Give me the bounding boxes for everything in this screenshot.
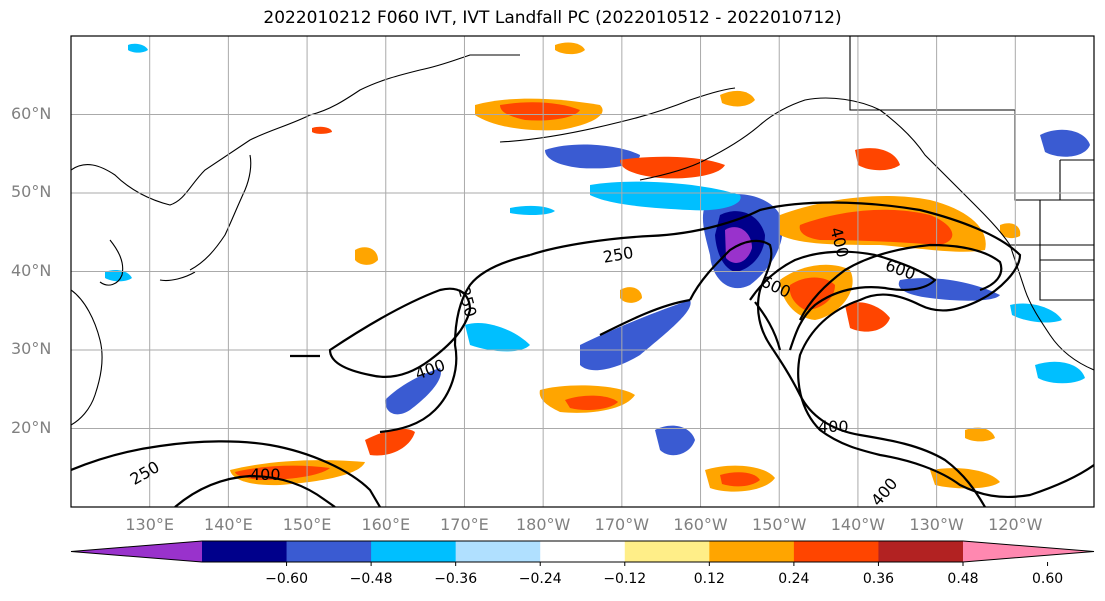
colorbar-swatch	[371, 541, 457, 562]
positive-pc-region	[500, 102, 580, 121]
positive-pc-region	[555, 42, 585, 55]
ivt-contour-250	[379, 253, 531, 434]
colorbar-swatch	[455, 541, 541, 562]
negative-pc-region	[545, 144, 640, 169]
ivt-contour-400	[174, 474, 336, 507]
ivt-contour-250	[71, 440, 381, 507]
ivt-contour-250	[529, 201, 1094, 499]
colorbar	[70, 540, 1095, 566]
negative-pc-region	[128, 43, 148, 53]
korea-coastline	[99, 239, 124, 286]
positive-pc-region	[855, 148, 900, 171]
negative-pc-region	[898, 278, 1000, 301]
negative-pc-region	[1035, 361, 1085, 384]
positive-pc-region	[720, 90, 755, 107]
positive-pc-region	[845, 302, 890, 332]
negative-pc-region	[385, 368, 441, 415]
longitude-label: 120°W	[988, 515, 1043, 534]
latitude-label: 20°N	[11, 417, 52, 437]
positive-pc-region	[720, 472, 760, 487]
aleutian-islands	[499, 87, 736, 143]
negative-pc-region	[1040, 129, 1090, 157]
contour-labels: 250 250 250 400 400 400 400 400 600 600	[127, 225, 918, 507]
negative-pc-region	[590, 181, 741, 211]
ivt-contour-400	[328, 287, 472, 378]
longitude-label: 180°W	[515, 515, 571, 534]
colorbar-tick-label: 0.48	[947, 571, 979, 587]
colorbar-extend-max	[963, 541, 1094, 562]
negative-pc-region	[465, 322, 530, 352]
contour-label: 400	[818, 417, 849, 436]
positive-pc-region	[799, 209, 953, 245]
longitude-label: 150°W	[752, 515, 807, 534]
positive-pc-region	[365, 428, 415, 456]
negative-pc-region	[510, 205, 555, 216]
colorbar-tick-label: 0.12	[693, 571, 725, 587]
contour-label: 400	[250, 465, 281, 484]
colorbar-tick-label: −0.60	[265, 571, 308, 587]
ivt-contour-600	[749, 250, 937, 351]
ivt-contour-400	[689, 239, 986, 507]
map-panel: 250 250 250 400 400 400 400 400 600 600	[71, 36, 1094, 507]
longitude-label: 170°E	[440, 515, 489, 534]
latitude-label: 50°N	[11, 182, 52, 201]
ivt-contour-400	[599, 298, 691, 336]
map-title: 2022010212 F060 IVT, IVT Landfall PC (20…	[263, 8, 842, 28]
negative-pc-region	[105, 270, 132, 282]
colorbar-outline	[70, 540, 1095, 563]
gridlines	[71, 36, 1094, 507]
longitude-label: 130°E	[125, 515, 175, 534]
longitude-label: 140°W	[830, 515, 886, 534]
positive-pc-region	[355, 247, 378, 265]
positive-pc-region	[312, 126, 332, 134]
colorbar-extend-min	[71, 541, 202, 562]
china-coastline	[71, 289, 103, 426]
latitude-label: 60°N	[11, 103, 52, 123]
longitude-label: 130°W	[909, 515, 964, 534]
negative-pc-region	[580, 300, 691, 371]
latitude-label: 40°N	[11, 260, 52, 280]
negative-pc-region	[655, 425, 695, 456]
positive-pc-region	[965, 427, 995, 442]
colorbar-swatch	[878, 541, 964, 562]
longitude-label: 150°E	[282, 515, 332, 534]
colorbar-swatch	[624, 541, 710, 562]
asia-coastline	[71, 54, 520, 206]
ivt-contour-400	[799, 243, 1003, 321]
ivt-contour-600	[754, 301, 782, 351]
longitude-label: 160°E	[361, 515, 411, 534]
colorbar-swatch	[793, 541, 879, 562]
colorbar-tick-label: −0.24	[518, 571, 562, 587]
longitude-label: 170°W	[594, 515, 650, 534]
positive-pc-region	[565, 395, 618, 410]
latitude-label: 30°N	[11, 339, 52, 358]
colorbar-swatch	[286, 541, 372, 562]
map-frame	[70, 35, 1095, 508]
longitude-label: 140°E	[204, 515, 253, 534]
positive-pc-region	[789, 277, 835, 310]
colorbar-tick-label: −0.48	[349, 571, 393, 587]
longitude-label: 160°W	[673, 515, 728, 534]
colorbar-tick-label: 0.36	[862, 571, 895, 587]
colorbar-swatch	[540, 541, 626, 562]
japan-coastline	[159, 154, 252, 282]
colorbar-tick-label: 0.24	[778, 571, 810, 587]
positive-pc-region	[620, 287, 642, 303]
ivt-contours	[71, 201, 1094, 507]
colorbar-swatch	[202, 541, 288, 562]
colorbar-swatch	[709, 541, 795, 562]
colorbar-tick-label: −0.36	[434, 571, 478, 587]
colorbar-tick-label: 0.60	[1031, 571, 1064, 587]
colorbar-tick-label: −0.12	[603, 571, 647, 587]
positive-pc-region	[620, 156, 725, 179]
